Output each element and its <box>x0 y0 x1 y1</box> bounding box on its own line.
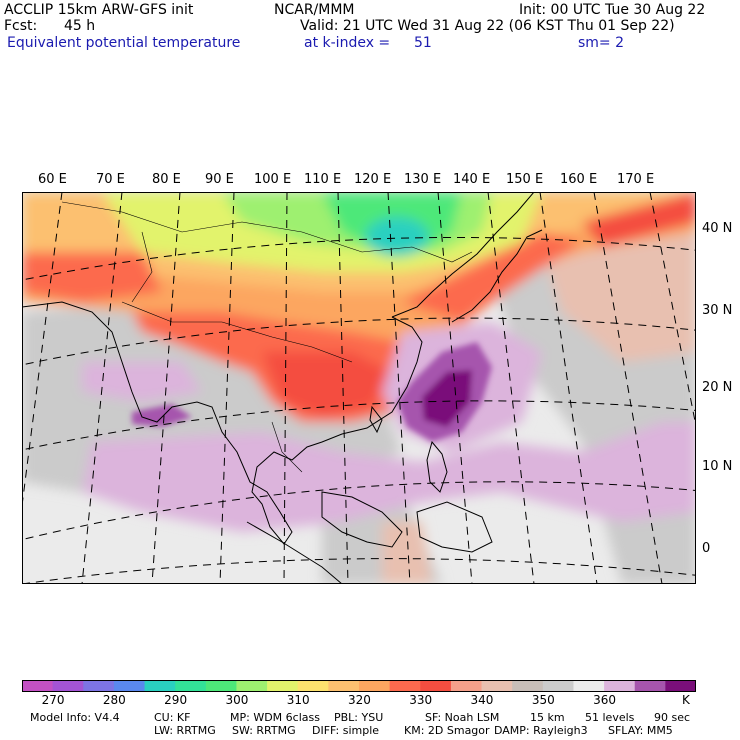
forecast-hour: 45 h <box>64 18 96 34</box>
colorbar-swatch <box>236 680 268 692</box>
lon-label: 150 E <box>506 172 544 187</box>
colorbar-tick-label: 340 <box>470 693 494 707</box>
colorbar-swatch <box>267 680 299 692</box>
eddy-coefficient: KM: 2D Smagor <box>404 724 490 737</box>
colorbar-swatch <box>389 680 421 692</box>
lon-label: 70 E <box>96 172 125 187</box>
lat-label: 40 N <box>702 221 733 236</box>
colorbar-swatch <box>604 680 636 692</box>
surface-layer: SFLAY: MM5 <box>608 724 673 737</box>
lon-label: 60 E <box>38 172 67 187</box>
pbl-scheme: PBL: YSU <box>334 711 384 724</box>
time-step: 90 sec <box>654 711 691 724</box>
colorbar-tick-label: 270 <box>41 693 65 707</box>
vertical-levels: 51 levels <box>585 711 635 724</box>
model-title: ACCLIP 15km ARW-GFS init <box>4 2 194 18</box>
colorbar-swatch <box>175 680 207 692</box>
colorbar-swatch <box>542 680 574 692</box>
colorbar-swatch <box>113 680 145 692</box>
colorbar-tick-label: 280 <box>102 693 126 707</box>
colorbar-tick-label: 330 <box>409 693 433 707</box>
lon-label: 130 E <box>404 172 442 187</box>
colorbar-swatch <box>512 680 544 692</box>
level-label: at k-index = <box>304 35 391 51</box>
lon-label: 80 E <box>152 172 181 187</box>
model-info: Model Info: V4.4 <box>30 711 120 724</box>
colorbar-tick-label: 310 <box>286 693 310 707</box>
theta-e-map <box>22 192 696 584</box>
smoothing: sm= 2 <box>578 35 625 51</box>
colorbar-swatch <box>573 680 605 692</box>
colorbar-swatch <box>328 680 360 692</box>
colorbar-swatch <box>359 680 391 692</box>
lon-label: 140 E <box>453 172 491 187</box>
forecast-label: Fcst: <box>4 18 38 34</box>
level-value: 51 <box>414 35 432 51</box>
valid-time: Valid: 21 UTC Wed 31 Aug 22 (06 KST Thu … <box>300 18 675 34</box>
colorbar-swatch <box>22 680 54 692</box>
lat-label: 0 <box>702 541 711 556</box>
colorbar-unit: K <box>682 693 690 707</box>
colorbar-swatch <box>450 680 482 692</box>
colorbar-swatch <box>144 680 176 692</box>
lon-label: 90 E <box>205 172 234 187</box>
lon-label: 120 E <box>354 172 392 187</box>
colorbar-swatch <box>420 680 452 692</box>
colorbar-swatch <box>481 680 513 692</box>
field-name: Equivalent potential temperature <box>7 35 241 51</box>
colorbar-tick-label: 300 <box>225 693 249 707</box>
lon-label: 110 E <box>304 172 342 187</box>
colorbar-swatch <box>665 680 696 692</box>
colorbar-tick-label: 360 <box>593 693 616 707</box>
colorbar-swatch <box>297 680 329 692</box>
shortwave-scheme: SW: RRTMG <box>232 724 296 737</box>
cumulus-scheme: CU: KF <box>154 711 191 724</box>
damping: DAMP: Rayleigh3 <box>494 724 588 737</box>
colorbar-swatch <box>83 680 115 692</box>
grid-spacing: 15 km <box>530 711 565 724</box>
lon-label: 170 E <box>617 172 655 187</box>
organization: NCAR/MMM <box>274 2 355 18</box>
colorbar <box>22 680 696 692</box>
colorbar-swatch <box>205 680 237 692</box>
colorbar-swatch <box>634 680 666 692</box>
lat-label: 20 N <box>702 380 733 395</box>
colorbar-tick-label: 320 <box>348 693 371 707</box>
surface-scheme: SF: Noah LSM <box>425 711 500 724</box>
colorbar-tick-label: 350 <box>531 693 555 707</box>
microphysics: MP: WDM 6class <box>230 711 320 724</box>
init-time: Init: 00 UTC Tue 30 Aug 22 <box>519 2 706 18</box>
colorbar-tick-label: 290 <box>164 693 188 707</box>
longwave-scheme: LW: RRTMG <box>154 724 216 737</box>
lat-label: 30 N <box>702 303 733 318</box>
lat-label: 10 N <box>702 459 733 474</box>
lon-label: 100 E <box>254 172 292 187</box>
lon-label: 160 E <box>560 172 598 187</box>
diffusion: DIFF: simple <box>312 724 380 737</box>
colorbar-swatch <box>52 680 84 692</box>
